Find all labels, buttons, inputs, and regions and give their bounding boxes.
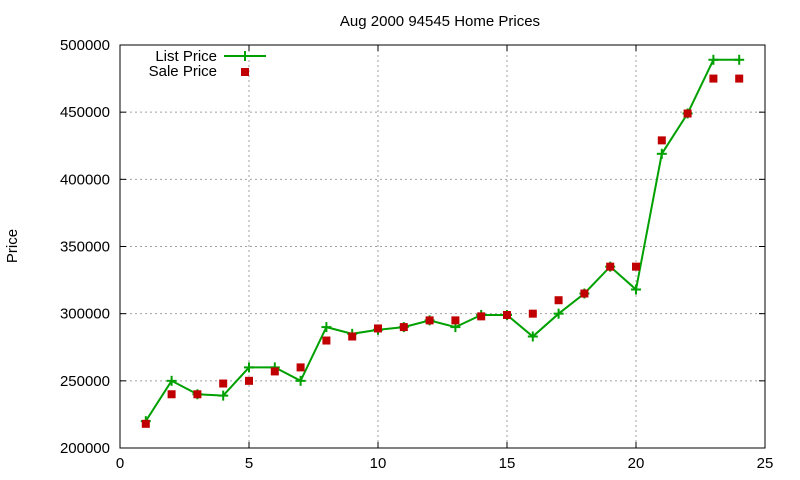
series-layer (140, 54, 745, 428)
x-tick-label: 10 (370, 455, 387, 472)
sale-price-point (554, 296, 563, 305)
y-tick-label: 300000 (60, 306, 110, 323)
y-tick-label: 350000 (60, 239, 110, 256)
sale-price-point (683, 109, 692, 118)
list-price-point (295, 375, 306, 386)
list-price-point (244, 362, 254, 373)
list-price-point (631, 284, 641, 295)
sale-price-point (709, 74, 718, 83)
list-price-line (144, 58, 740, 422)
sale-price-point (322, 336, 331, 345)
sale-price-point (296, 363, 305, 372)
y-tick-label: 450000 (60, 104, 110, 121)
list-price-point (734, 54, 745, 65)
sale-price-point (399, 323, 408, 332)
legend-label-sale-price: Sale Price (149, 63, 217, 80)
sale-price-point (528, 309, 537, 318)
list-price-point (527, 331, 538, 342)
legend-sample-sale-price-marker (241, 68, 249, 76)
sale-price-point (425, 316, 434, 325)
sale-price-point (167, 390, 176, 399)
legend: List Price Sale Price (149, 48, 266, 80)
sale-price-point (193, 390, 202, 399)
legend-sample-list-price-marker (240, 51, 250, 61)
sale-price-point (503, 311, 511, 320)
list-price-point (166, 375, 177, 386)
sale-price-point (606, 262, 615, 271)
list-price-point (553, 308, 564, 319)
list-price-point (218, 390, 229, 401)
list-price-point (708, 54, 719, 65)
x-tick-label: 20 (628, 455, 645, 472)
y-tick-label: 200000 (60, 440, 110, 457)
list-price-point (321, 322, 332, 333)
sale-price-point (735, 74, 744, 83)
sale-price-point (141, 419, 150, 428)
x-tick-label: 25 (757, 455, 774, 472)
y-axis-label: Price (4, 229, 21, 263)
sale-price-point (348, 332, 357, 341)
chart-title: Aug 2000 94545 Home Prices (340, 13, 540, 30)
sale-price-point (245, 376, 253, 385)
sale-price-point (219, 379, 228, 388)
x-tick-label: 15 (499, 455, 516, 472)
y-tick-label: 500000 (60, 37, 110, 54)
sale-price-point (657, 136, 666, 145)
sale-price-point (374, 324, 382, 333)
tick-layer: 0 5 10 15 20 25 200000 250000 300000 350000 400000… (60, 37, 773, 472)
sale-price-point (632, 262, 640, 271)
legend-label-list-price: List Price (155, 48, 217, 65)
sale-price-point (451, 316, 460, 325)
grid-layer (120, 45, 765, 448)
sale-price-point (477, 312, 486, 321)
list-price-point (656, 148, 667, 159)
x-tick-label: 0 (116, 455, 124, 472)
y-tick-label: 400000 (60, 171, 110, 188)
y-tick-label: 250000 (60, 373, 110, 390)
sale-price-point (270, 367, 279, 376)
sale-price-point (580, 289, 589, 298)
x-tick-label: 5 (245, 455, 253, 472)
